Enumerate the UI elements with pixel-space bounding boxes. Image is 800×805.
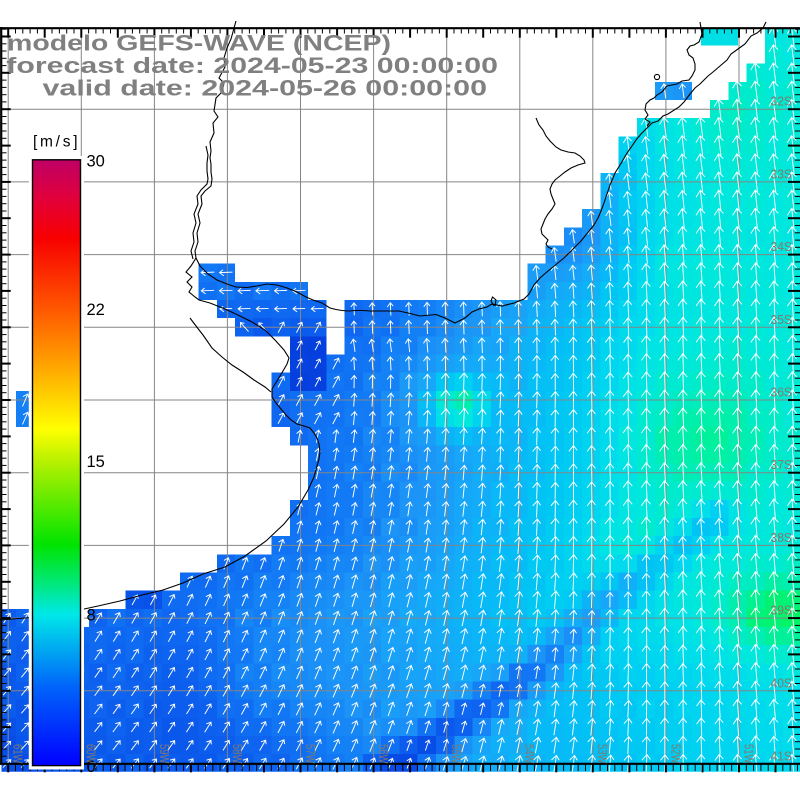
svg-text:57W: 57W [303, 744, 318, 764]
svg-text:40S: 40S [771, 675, 793, 690]
svg-text:51W: 51W [741, 744, 756, 764]
svg-text:56W: 56W [376, 744, 391, 764]
svg-text:32S: 32S [771, 94, 793, 109]
svg-text:61W: 61W [11, 744, 26, 764]
svg-text:forecast date: 2024-05-23 00:0: forecast date: 2024-05-23 00:00:00 [6, 53, 498, 78]
svg-text:60W: 60W [84, 744, 99, 764]
svg-text:52W: 52W [668, 744, 683, 764]
svg-text:modelo GEFS-WAVE (NCEP): modelo GEFS-WAVE (NCEP) [7, 31, 391, 56]
svg-text:39S: 39S [771, 603, 793, 618]
svg-text:0: 0 [87, 758, 96, 776]
svg-text:15: 15 [87, 453, 105, 471]
svg-text:53W: 53W [595, 744, 610, 764]
svg-text:38S: 38S [771, 530, 793, 545]
svg-text:36S: 36S [771, 385, 793, 400]
svg-text:34S: 34S [771, 239, 793, 254]
svg-text:35S: 35S [771, 312, 793, 327]
svg-text:58W: 58W [230, 744, 245, 764]
svg-text:30: 30 [87, 152, 105, 170]
svg-text:valid date: 2024-05-26 00:00:0: valid date: 2024-05-26 00:00:00 [43, 76, 488, 101]
svg-text:41S: 41S [771, 748, 793, 763]
svg-text:[m/s]: [m/s] [33, 134, 78, 151]
svg-text:8: 8 [87, 607, 96, 625]
svg-text:37S: 37S [771, 457, 793, 472]
svg-text:22: 22 [87, 301, 105, 319]
svg-text:33S: 33S [771, 166, 793, 181]
svg-text:55W: 55W [449, 744, 464, 764]
svg-text:59W: 59W [157, 744, 172, 764]
svg-text:54W: 54W [522, 744, 537, 764]
